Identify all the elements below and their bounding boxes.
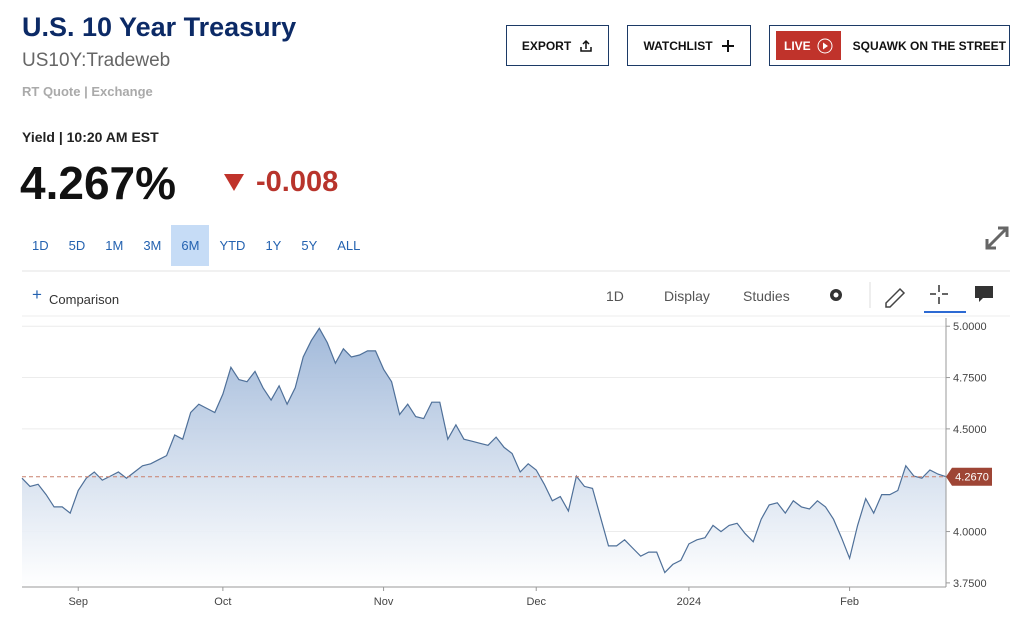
- x-tick-label: Oct: [214, 596, 231, 608]
- down-arrow: [224, 174, 244, 191]
- export-button[interactable]: EXPORT: [506, 25, 609, 66]
- y-tick-label: 4.0000: [953, 527, 987, 539]
- live-label: LIVE: [784, 38, 811, 53]
- area: [22, 328, 946, 587]
- quote-label: Yield | 10:20 AM EST: [22, 129, 159, 145]
- x-tick-label: Dec: [526, 596, 546, 608]
- plus-icon: +: [32, 285, 42, 304]
- y-tick-label: 4.7500: [953, 373, 987, 385]
- line: [21, 327, 947, 574]
- y-tick-label: 5.0000: [953, 321, 987, 333]
- plus-icon: [721, 39, 734, 52]
- range-tab[interactable]: 1Y: [265, 238, 282, 253]
- x-tick-label: 2024: [677, 596, 701, 608]
- button-label: SQUAWK ON THE STREET: [852, 38, 1007, 53]
- crosshair-icon[interactable]: [930, 285, 948, 304]
- draw-icon[interactable]: [885, 287, 906, 308]
- button-label: EXPORT: [521, 38, 572, 53]
- studies-select[interactable]: Studies: [743, 288, 790, 304]
- watchlist-button[interactable]: WATCHLIST: [627, 25, 751, 66]
- comparison-button[interactable]: Comparison: [49, 292, 120, 307]
- y-tick-label: 3.7500: [953, 578, 987, 590]
- range-tabs: 1D 5D 1M 3M 6M YTD 1Y 5Y ALL: [22, 225, 370, 266]
- live-badge: LIVE: [776, 31, 841, 60]
- range-tab[interactable]: 1M: [105, 238, 124, 253]
- range-tab[interactable]: 6M: [171, 225, 210, 266]
- quote-price: 4.267%: [20, 157, 177, 209]
- source: RT Quote | Exchange: [22, 84, 153, 99]
- range-tab[interactable]: 1D: [32, 238, 49, 253]
- x-tick-label: Sep: [68, 596, 88, 608]
- range-tab[interactable]: 5Y: [301, 238, 318, 253]
- range-tab[interactable]: 3M: [143, 238, 162, 253]
- range-tab[interactable]: ALL: [337, 238, 361, 253]
- button-label: WATCHLIST: [643, 38, 713, 53]
- interval-select[interactable]: 1D: [606, 288, 624, 304]
- range-tab[interactable]: 5D: [68, 238, 86, 253]
- last-value-label: 4.2670: [955, 472, 989, 484]
- display-select[interactable]: Display: [664, 288, 710, 304]
- squawk-button[interactable]: LIVE SQUAWK ON THE STREET: [769, 25, 1010, 66]
- quote-change: -0.008: [256, 166, 339, 198]
- range-tab[interactable]: YTD: [219, 238, 246, 253]
- y-tick-label: 4.5000: [953, 424, 987, 436]
- x-tick-label: Nov: [374, 596, 394, 608]
- play-icon: [817, 38, 833, 53]
- last-value-badge: [946, 467, 992, 486]
- expand-icon[interactable]: [985, 226, 1009, 250]
- comment-icon[interactable]: [975, 286, 993, 302]
- x-tick-label: Feb: [840, 596, 859, 608]
- export-icon: [580, 39, 592, 52]
- symbol: US10Y:Tradeweb: [22, 50, 171, 71]
- settings-icon[interactable]: [830, 289, 842, 301]
- title: U.S. 10 Year Treasury: [22, 12, 297, 42]
